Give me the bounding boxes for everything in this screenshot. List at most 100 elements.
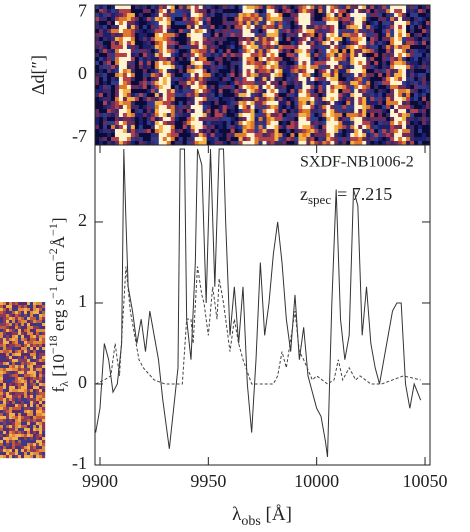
image-pixel [143,109,147,113]
image-pixel [263,137,267,141]
image-pixel [9,338,12,341]
image-pixel [33,329,36,332]
image-pixel [334,133,338,137]
image-pixel [294,81,298,85]
image-pixel [203,133,207,137]
image-pixel [171,69,175,73]
image-pixel [179,53,183,57]
image-pixel [219,45,223,49]
image-pixel [131,57,135,61]
image-pixel [342,5,346,9]
image-pixel [9,344,12,347]
image-pixel [366,29,370,33]
image-pixel [402,93,406,97]
image-pixel [243,49,247,53]
image-pixel [402,37,406,41]
image-pixel [414,121,418,125]
image-pixel [406,25,410,29]
image-pixel [251,9,255,13]
image-pixel [243,57,247,61]
image-pixel [366,105,370,109]
image-pixel [259,89,263,93]
image-pixel [147,93,151,97]
image-pixel [39,389,42,392]
image-pixel [219,101,223,105]
image-pixel [127,9,131,13]
image-pixel [263,41,267,45]
image-pixel [390,125,394,129]
image-pixel [27,302,30,305]
image-pixel [306,13,310,17]
image-pixel [362,137,366,141]
image-pixel [30,341,33,344]
image-pixel [259,49,263,53]
image-pixel [266,17,270,21]
image-pixel [306,129,310,133]
image-pixel [30,377,33,380]
image-pixel [12,443,15,446]
image-pixel [362,73,366,77]
image-pixel [274,29,278,33]
image-pixel [39,326,42,329]
image-pixel [374,129,378,133]
image-pixel [286,69,290,73]
image-pixel [111,97,115,101]
image-pixel [247,45,251,49]
image-pixel [139,101,143,105]
image-pixel [39,455,42,458]
image-pixel [119,109,123,113]
image-pixel [127,25,131,29]
image-pixel [302,117,306,121]
image-pixel [143,105,147,109]
image-pixel [131,45,135,49]
image-pixel [290,105,294,109]
image-pixel [338,33,342,37]
image-pixel [36,377,39,380]
image-pixel [27,404,30,407]
image-pixel [127,89,131,93]
image-pixel [155,61,159,65]
image-pixel [24,356,27,359]
image-pixel [135,61,139,65]
image-pixel [18,338,21,341]
image-pixel [318,65,322,69]
image-pixel [422,93,426,97]
image-pixel [386,37,390,41]
image-pixel [21,347,24,350]
image-pixel [422,77,426,81]
image-pixel [159,9,163,13]
image-pixel [179,21,183,25]
image-pixel [231,61,235,65]
image-pixel [394,105,398,109]
image-pixel [286,113,290,117]
image-pixel [21,326,24,329]
image-pixel [298,85,302,89]
image-pixel [36,359,39,362]
image-pixel [334,129,338,133]
image-pixel [203,77,207,81]
image-pixel [382,129,386,133]
image-pixel [127,125,131,129]
image-pixel [259,121,263,125]
image-pixel [322,61,326,65]
image-pixel [36,302,39,305]
image-pixel [394,25,398,29]
spectrum-2d-image [95,5,430,145]
image-pixel [314,85,318,89]
image-pixel [263,133,267,137]
image-pixel [386,57,390,61]
image-pixel [155,117,159,121]
image-pixel [199,25,203,29]
image-pixel [410,113,414,117]
image-pixel [239,57,243,61]
image-pixel [167,25,171,29]
image-pixel [263,61,267,65]
image-pixel [227,81,231,85]
image-pixel [422,109,426,113]
image-pixel [290,65,294,69]
image-pixel [0,434,3,437]
image-pixel [362,117,366,121]
image-pixel [30,353,33,356]
image-pixel [322,77,326,81]
image-pixel [6,338,9,341]
